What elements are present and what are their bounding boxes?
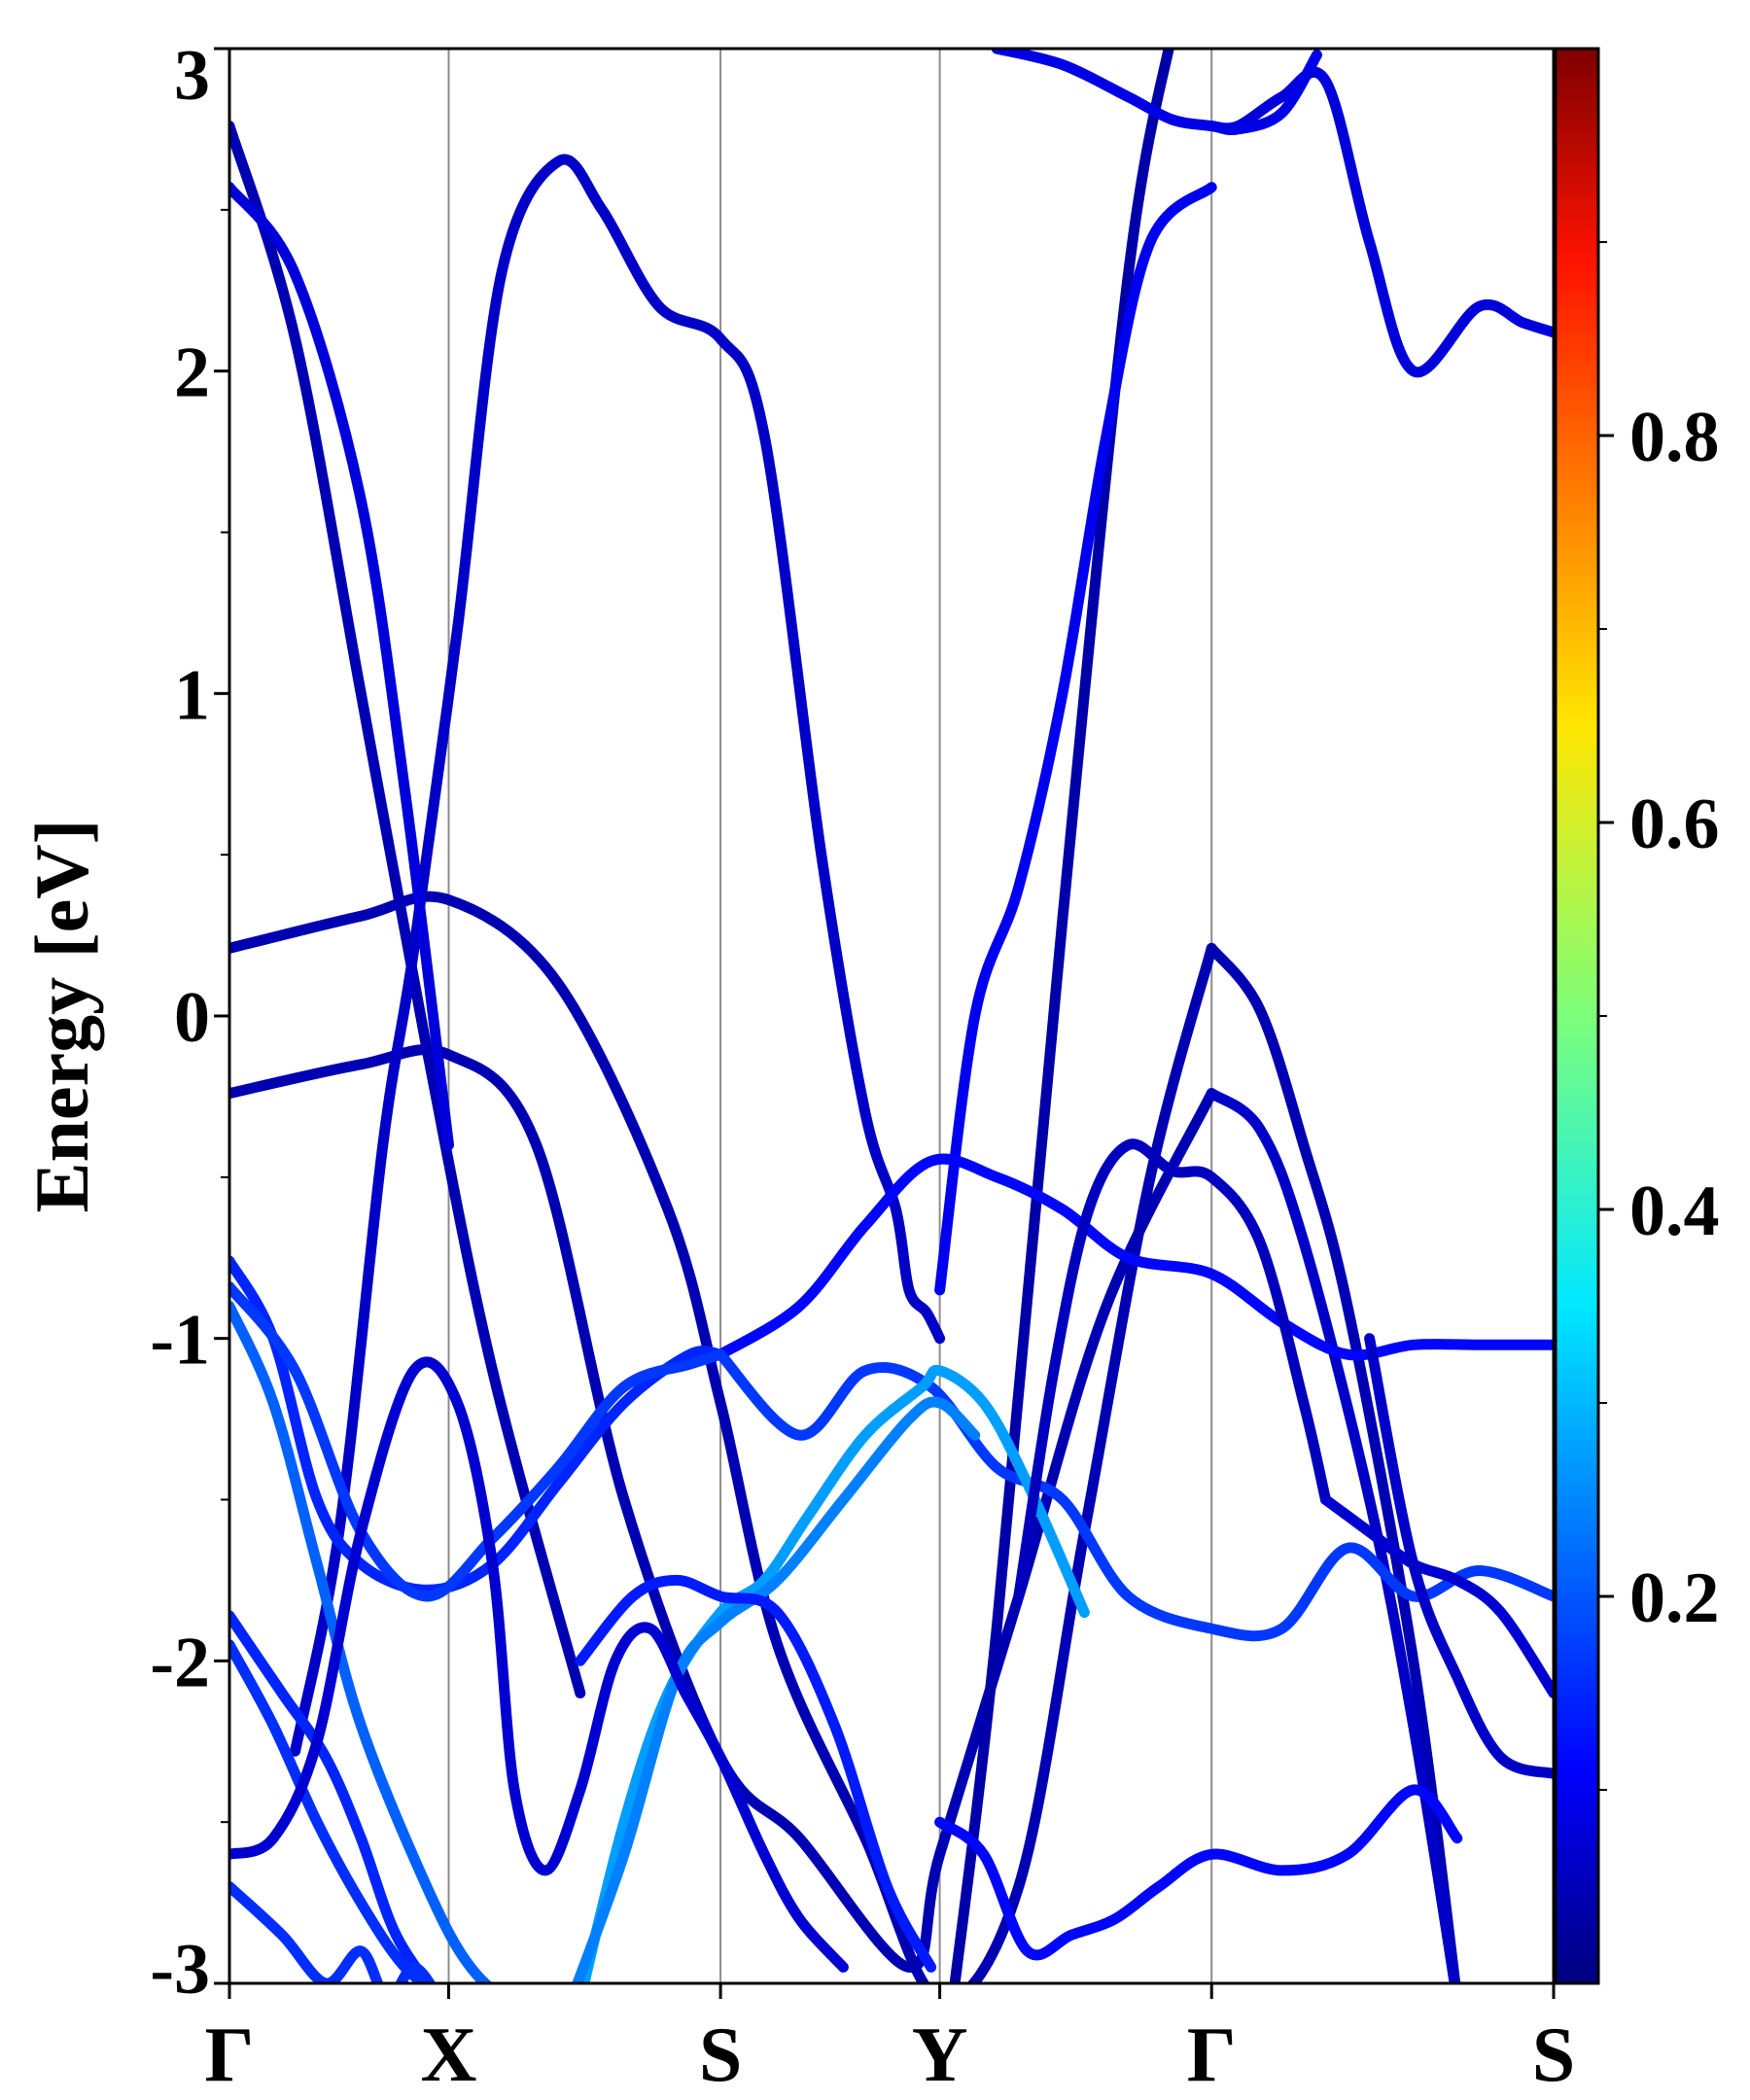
- y-tick-label: 1: [174, 655, 210, 735]
- band-line: [229, 1356, 849, 1973]
- band-line: [229, 1301, 494, 1983]
- band-line: [1206, 942, 1461, 1983]
- y-tick-label: 3: [174, 36, 210, 116]
- band-line: [229, 1610, 435, 1983]
- plot-background: [229, 49, 1554, 1983]
- band-line: [715, 1153, 1554, 1361]
- high-symmetry-lines: [447, 49, 1213, 1983]
- x-tick-label: S: [1532, 2012, 1576, 2098]
- band-line: [949, 49, 1174, 1983]
- band-line: [1320, 1494, 1554, 1698]
- y-tick-label: 0: [174, 978, 210, 1058]
- colorbar-tick-label: 0.4: [1629, 1172, 1720, 1251]
- colorbar-gradient: [1554, 47, 1600, 1985]
- band-lines: [229, 49, 1554, 1983]
- band-line: [575, 1574, 937, 1973]
- colorbar-ticks: 0.8 0.6 0.4 0.2: [1598, 241, 1720, 1791]
- colorbar-tick-label: 0.8: [1629, 398, 1720, 477]
- x-tick-label: Γ: [1187, 2012, 1237, 2098]
- x-tick-label: S: [699, 2012, 743, 2098]
- band-line: [934, 182, 1217, 1296]
- band-line: [578, 1364, 1090, 1983]
- band-line: [229, 1281, 726, 1602]
- colorbar-tick-label: 0.6: [1629, 785, 1720, 864]
- x-tick-label: Y: [912, 2012, 968, 2098]
- band-line: [715, 1348, 1554, 1642]
- x-tick-label: X: [421, 2012, 477, 2098]
- y-tick-label: 2: [174, 333, 210, 413]
- band-line: [1013, 1138, 1331, 1602]
- band-line: [1364, 1333, 1554, 1779]
- band-line: [229, 121, 586, 1698]
- x-tick-label: Γ: [205, 2012, 255, 2098]
- band-line: [934, 1784, 1463, 1961]
- colorbar: 0.8 0.6 0.4 0.2: [1554, 47, 1720, 1985]
- y-tick-label: -2: [150, 1623, 210, 1702]
- band-line: [229, 891, 1217, 1983]
- band-line: [229, 1881, 437, 1983]
- y-axis: 3 2 1 0 -1 -2 -3: [150, 36, 229, 2010]
- colorbar-tick-label: 0.2: [1629, 1558, 1720, 1638]
- y-axis-title: Energy [eV]: [19, 819, 104, 1212]
- band-line: [572, 1396, 981, 1983]
- y-tick-label: -3: [150, 1930, 210, 2010]
- band-line: [290, 154, 946, 1757]
- band-line: [229, 182, 454, 1151]
- y-tick-label: -1: [150, 1301, 210, 1381]
- band-line: [1206, 66, 1554, 378]
- band-line: [991, 49, 1322, 136]
